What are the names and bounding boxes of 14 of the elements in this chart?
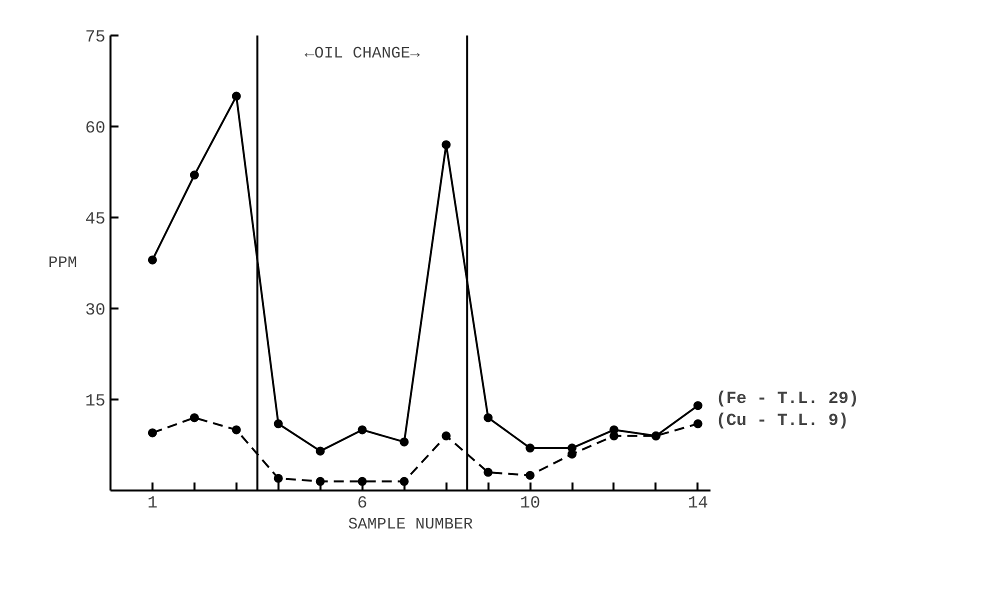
x-tick-label: 1 [147, 494, 158, 514]
y-tick-label: 30 [85, 302, 106, 320]
annotation: ←OIL CHANGE→ [304, 44, 420, 63]
y-axis-title: PPM [48, 254, 78, 272]
y-tick-label: 60 [85, 120, 106, 138]
x-tick-label: 6 [357, 494, 368, 514]
series-label: (Cu - T.L. 9) [716, 410, 849, 432]
y-tick-label: 75 [85, 28, 106, 48]
y-tick-label: 15 [85, 392, 106, 412]
y-tick-label: 45 [85, 210, 106, 230]
series-label: (Fe - T.L. 29) [716, 388, 859, 410]
x-tick-label: 10 [520, 494, 540, 514]
x-axis-title: SAMPLE NUMBER [348, 516, 474, 534]
x-tick-label: 14 [688, 494, 708, 514]
